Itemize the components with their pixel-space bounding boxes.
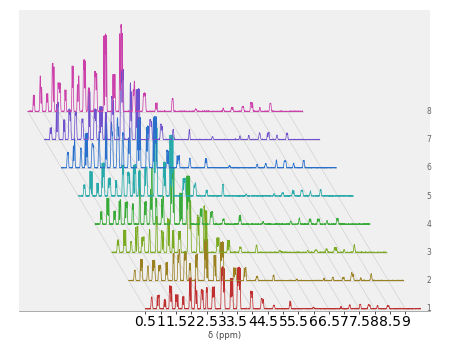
Text: 4: 4 xyxy=(426,220,432,229)
X-axis label: δ (ppm): δ (ppm) xyxy=(208,332,241,341)
Text: 5: 5 xyxy=(426,191,432,201)
Text: 8: 8 xyxy=(426,107,432,116)
Text: 2: 2 xyxy=(426,276,432,285)
Text: 1: 1 xyxy=(426,304,432,314)
Text: 6: 6 xyxy=(426,164,432,172)
Text: 3: 3 xyxy=(426,248,432,257)
Text: 7: 7 xyxy=(426,135,432,144)
